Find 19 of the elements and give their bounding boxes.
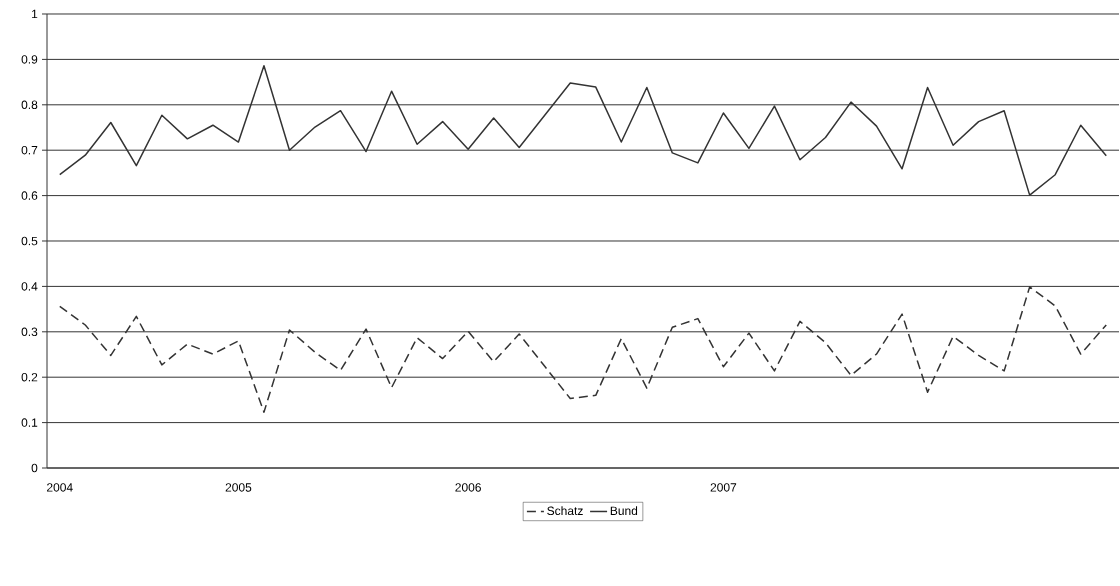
- x-tick-label: 2004: [47, 483, 73, 492]
- x-tick-label: 2006: [455, 483, 481, 492]
- y-tick-label: 0.5: [21, 236, 38, 246]
- y-tick-label: 0.6: [21, 191, 38, 200]
- line-series: [59, 65, 1107, 196]
- y-tick-label: 0.3: [21, 327, 38, 337]
- legend-label: Schatz: [547, 506, 583, 516]
- y-tick-label: 0.1: [21, 418, 38, 427]
- line-series: [59, 286, 1107, 413]
- x-tick-label: 2005: [225, 483, 252, 492]
- y-tick-label: 0.2: [21, 372, 38, 382]
- y-tick-label: 0.9: [21, 55, 38, 64]
- y-tick-label: 0.8: [21, 100, 38, 110]
- legend-label: Bund: [610, 506, 638, 516]
- x-tick-label: 2007: [710, 483, 737, 492]
- y-tick-label: 0.4: [21, 282, 38, 291]
- y-tick-label: 1: [32, 9, 38, 19]
- y-tick-label: 0.7: [21, 145, 38, 155]
- y-tick-label: 0: [31, 463, 38, 473]
